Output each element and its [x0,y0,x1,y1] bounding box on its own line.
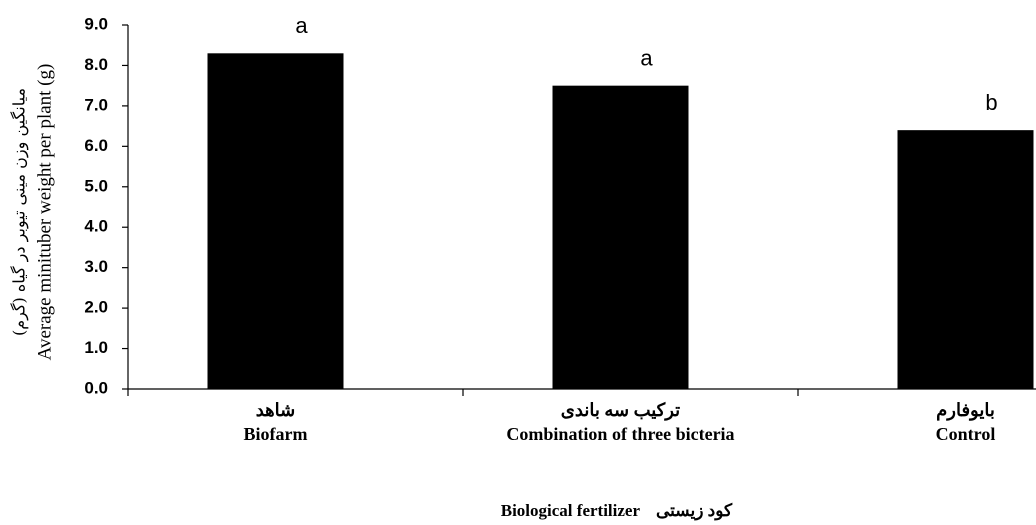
y-tick-label: 7.0 [84,95,108,114]
x-tick-label: Biofarm [244,424,308,444]
x-axis-label-fa: کود زیستی [656,501,733,521]
bar [552,85,689,390]
y-tick-label: 0.0 [84,378,108,397]
x-tick-label: Combination of three bicteria [506,424,734,444]
x-tick-label-fa: شاهد [256,400,296,420]
x-tick-label-fa: بایوفارم [936,400,995,421]
x-axis-label: Biological fertilizer [501,501,641,520]
y-tick-label: 6.0 [84,136,108,155]
x-tick-label-fa: ترکیب سه باندی [561,400,680,421]
bar [207,53,344,390]
x-tick-label: Control [936,424,996,444]
bar [897,130,1034,389]
annotation: a [640,45,653,70]
annotation: a [295,13,308,38]
y-tick-label: 4.0 [84,217,108,236]
annotation: b [985,90,997,115]
y-tick-label: 1.0 [84,338,108,357]
y-tick-label: 8.0 [84,55,108,74]
y-tick-label: 9.0 [84,14,108,33]
y-tick-label: 2.0 [84,298,108,317]
y-tick-label: 3.0 [84,257,108,276]
y-axis-label-fa: میانگین وزن مینی تیوبر در گیاه (گرم) [10,88,29,336]
y-axis-label: Average minituber weight per plant (g) [34,64,55,361]
y-tick-label: 5.0 [84,176,108,195]
